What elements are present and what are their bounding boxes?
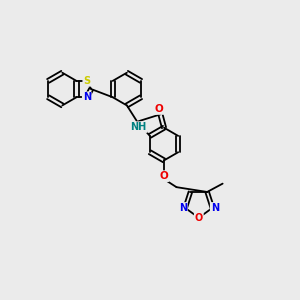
Text: N: N bbox=[83, 92, 91, 102]
Text: O: O bbox=[154, 104, 163, 114]
Text: N: N bbox=[179, 203, 187, 213]
Text: N: N bbox=[211, 203, 219, 213]
Text: S: S bbox=[83, 76, 90, 86]
Text: NH: NH bbox=[130, 122, 147, 132]
Text: O: O bbox=[195, 213, 203, 224]
Text: O: O bbox=[160, 171, 168, 181]
